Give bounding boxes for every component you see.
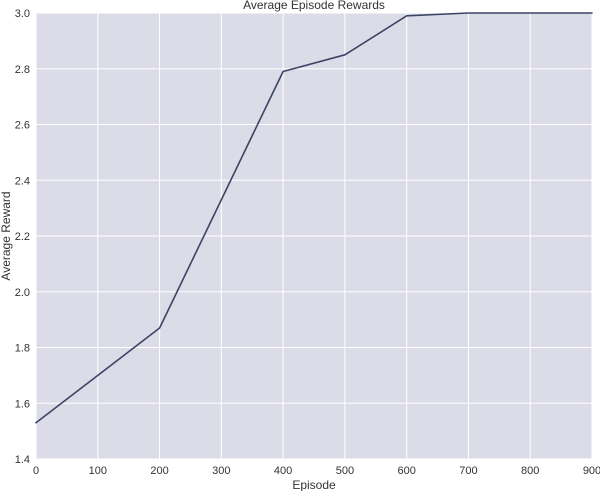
y-tick-label: 2.6 <box>15 120 30 132</box>
x-tick-label: 900 <box>583 465 600 477</box>
y-axis-title: Average Reward <box>0 191 13 280</box>
y-tick-label: 1.6 <box>15 398 30 410</box>
y-tick-label: 1.8 <box>15 343 30 355</box>
y-axis: 1.4 1.6 1.8 2.0 2.2 2.4 2.6 2.8 3.0 <box>15 8 30 466</box>
x-tick-label: 500 <box>336 465 354 477</box>
x-axis: 0 100 200 300 400 500 600 700 800 900 <box>33 465 600 477</box>
y-tick-label: 2.0 <box>15 287 30 299</box>
x-tick-label: 700 <box>459 465 477 477</box>
y-tick-label: 1.4 <box>15 454 30 466</box>
x-tick-label: 800 <box>521 465 539 477</box>
x-axis-title: Episode <box>292 478 336 491</box>
y-tick-label: 2.2 <box>15 231 30 243</box>
x-tick-label: 100 <box>89 465 107 477</box>
x-tick-label: 0 <box>33 465 39 477</box>
x-tick-label: 300 <box>212 465 230 477</box>
chart-title: Average Episode Rewards <box>243 0 385 12</box>
x-tick-label: 600 <box>397 465 415 477</box>
series-layer <box>35 12 593 424</box>
y-tick-label: 2.4 <box>15 175 30 187</box>
x-tick-label: 200 <box>150 465 168 477</box>
x-tick-label: 400 <box>274 465 292 477</box>
series-line <box>35 12 593 424</box>
y-tick-label: 3.0 <box>15 8 30 20</box>
y-tick-label: 2.8 <box>15 64 30 76</box>
